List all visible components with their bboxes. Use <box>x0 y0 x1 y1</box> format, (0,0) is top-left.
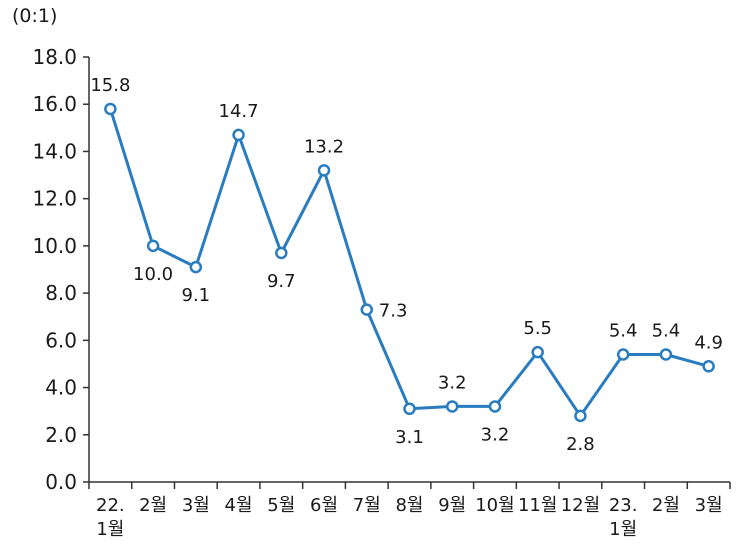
x-tick-label: 6월 <box>310 495 338 516</box>
data-label: 5.5 <box>523 318 552 339</box>
data-point <box>104 102 117 116</box>
series-group <box>104 102 715 423</box>
y-tick-label: 4.0 <box>45 376 77 400</box>
data-label: 3.1 <box>395 427 424 448</box>
data-point <box>531 345 544 359</box>
x-tick-label: 11월 <box>518 495 557 516</box>
x-tick-label: 10월 <box>475 495 514 516</box>
data-point <box>403 402 416 416</box>
y-tick-label: 6.0 <box>45 328 77 352</box>
series-line <box>108 108 709 418</box>
x-tick-label: 3월 <box>695 495 723 516</box>
x-tick-label-line: 23. <box>609 495 638 516</box>
data-point <box>488 400 502 413</box>
x-tick-label-line: 12월 <box>561 495 600 516</box>
x-tick-label-line: 4월 <box>225 495 253 516</box>
data-point <box>275 246 288 260</box>
data-label: 3.2 <box>481 424 510 445</box>
data-label: 5.4 <box>652 321 681 342</box>
x-tick-label-line: 11월 <box>518 495 557 516</box>
data-point <box>317 164 331 177</box>
data-label: 9.1 <box>182 285 211 306</box>
x-tick-label-line: 10월 <box>475 495 514 516</box>
x-tick-label: 23. 1월 <box>609 495 638 540</box>
data-point <box>189 260 203 274</box>
data-labels: 15.8 10.0 9.1 14.7 9.7 13.2 7.3 3.1 3.2 3.2 5.5 2.8… <box>90 75 723 455</box>
x-tick-label-line: 7월 <box>353 495 381 516</box>
x-tick-label: 3월 <box>182 495 210 516</box>
axes <box>88 57 730 483</box>
y-tick-label: 14.0 <box>32 139 77 163</box>
y-tick-label: 12.0 <box>32 187 77 211</box>
x-tick-label: 9월 <box>438 495 466 516</box>
data-label: 14.7 <box>219 101 259 122</box>
data-point <box>360 303 374 316</box>
data-label: 7.3 <box>379 301 408 322</box>
data-point <box>702 360 715 373</box>
data-label: 9.7 <box>267 271 296 292</box>
y-tick-label: 2.0 <box>45 423 77 447</box>
data-label: 3.2 <box>438 372 467 393</box>
data-label: 10.0 <box>133 264 173 285</box>
data-point <box>659 348 673 361</box>
x-tick-label: 22. 1월 <box>96 495 125 540</box>
data-point <box>574 409 587 423</box>
x-tick-label-line: 5월 <box>267 495 295 516</box>
x-tick-label: 2월 <box>139 495 167 516</box>
y-tick-label: 18.0 <box>32 45 77 69</box>
x-tick-label-line: 2월 <box>652 495 680 516</box>
y-tick-label: 8.0 <box>45 281 77 305</box>
x-tick-label-line: 1월 <box>609 519 637 540</box>
x-tick-label-line: 3월 <box>182 495 210 516</box>
data-point <box>146 239 160 253</box>
x-tick-label-line: 22. <box>96 495 125 516</box>
x-tick-label-line: 9월 <box>438 495 466 516</box>
x-tick-label: 7월 <box>353 495 381 516</box>
data-label: 13.2 <box>304 136 344 157</box>
x-tick-label-line: 1월 <box>96 519 124 540</box>
data-label: 4.9 <box>694 332 723 353</box>
x-tick-label: 2월 <box>652 495 680 516</box>
data-point <box>445 400 459 413</box>
y-tick-label: 16.0 <box>32 92 77 116</box>
data-point <box>232 128 245 142</box>
data-point <box>616 348 630 361</box>
x-tick-label: 5월 <box>267 495 295 516</box>
data-label: 5.4 <box>609 321 638 342</box>
y-tick-label: 0.0 <box>45 470 77 494</box>
y-axis-ticks: 0.0 2.0 4.0 6.0 8.0 10.0 12.0 14.0 16.0 18.0 <box>32 45 89 494</box>
x-tick-label-line: 2월 <box>139 495 167 516</box>
x-tick-label: 12월 <box>561 495 600 516</box>
x-tick-label: 8월 <box>395 495 423 516</box>
x-tick-label-line: 8월 <box>395 495 423 516</box>
x-tick-label-line: 3월 <box>695 495 723 516</box>
data-label: 2.8 <box>566 434 595 455</box>
x-tick-label-line: 6월 <box>310 495 338 516</box>
y-axis-unit-label: (0:1) <box>12 5 57 27</box>
y-tick-label: 10.0 <box>32 234 77 258</box>
data-label: 15.8 <box>90 75 130 96</box>
x-tick-label: 4월 <box>225 495 253 516</box>
